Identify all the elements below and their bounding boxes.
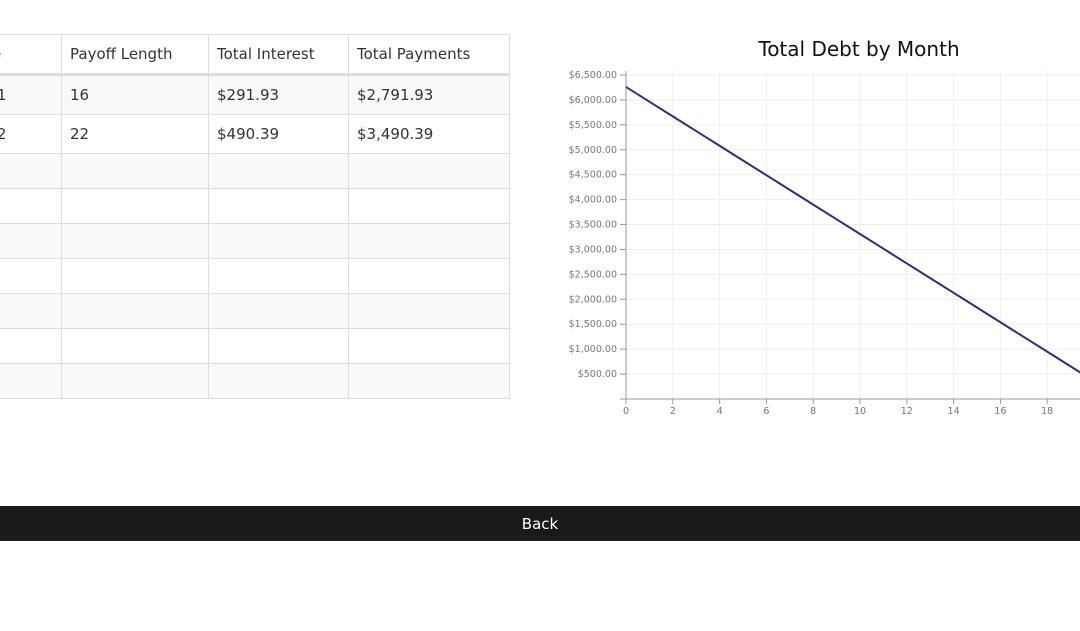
x-tick-label: 4 [717,406,723,417]
table-cell: $3,490.39 [348,114,510,154]
column-header: Payoff Length [61,34,209,76]
table-cell: Card 2 [0,114,62,154]
column-header: Total Payments [348,34,510,76]
line-series [625,86,1080,374]
y-tick-label: $4,500.00 [569,170,617,181]
y-tick-label: $3,500.00 [569,220,617,231]
x-tick-label: 0 [623,406,629,417]
x-tick-label: 12 [901,406,913,417]
y-tick-label: $5,500.00 [569,120,617,131]
y-tick-label: $2,000.00 [569,294,617,305]
back-button[interactable]: Back [0,506,1080,541]
y-tick-label: $5,000.00 [569,145,617,156]
chart: Total Debt by Month $500.00 $1,000.00 $1,5… [569,37,1080,417]
y-tick-label: $1,500.00 [569,319,617,330]
y-tick-label: $3,000.00 [569,244,617,255]
chart-title: Total Debt by Month [757,37,959,61]
column-header: Name [0,34,62,76]
x-tick-label: 8 [810,406,816,417]
y-tick-label: $2,500.00 [569,269,617,280]
x-tick-label: 18 [1041,406,1053,417]
x-tick-label: 6 [763,406,769,417]
table-row: Card 116$291.93$2,791.93 [0,74,510,115]
x-tick-label: 16 [994,406,1006,417]
table-row: Card 222$490.39$3,490.39 [0,114,510,154]
y-tick-label: $500.00 [578,369,617,380]
y-tick-label: $4,000.00 [569,195,617,206]
table-cell: $291.93 [208,74,349,115]
y-tick-label: $6,000.00 [569,95,617,106]
table-cell: 22 [61,114,209,154]
table-cell: $490.39 [208,114,349,154]
x-tick-label: 2 [670,406,676,417]
x-tick-label: 14 [948,406,960,417]
x-tick-label: 10 [854,406,866,417]
y-tick-label: $1,000.00 [569,344,617,355]
plot-area: $500.00 $1,000.00 $1,500.00 $2,000.00 $2,500… [569,70,1080,417]
y-tick-label: $6,500.00 [569,70,617,81]
table-cell: $2,791.93 [348,74,510,115]
column-header: Total Interest [208,34,349,76]
